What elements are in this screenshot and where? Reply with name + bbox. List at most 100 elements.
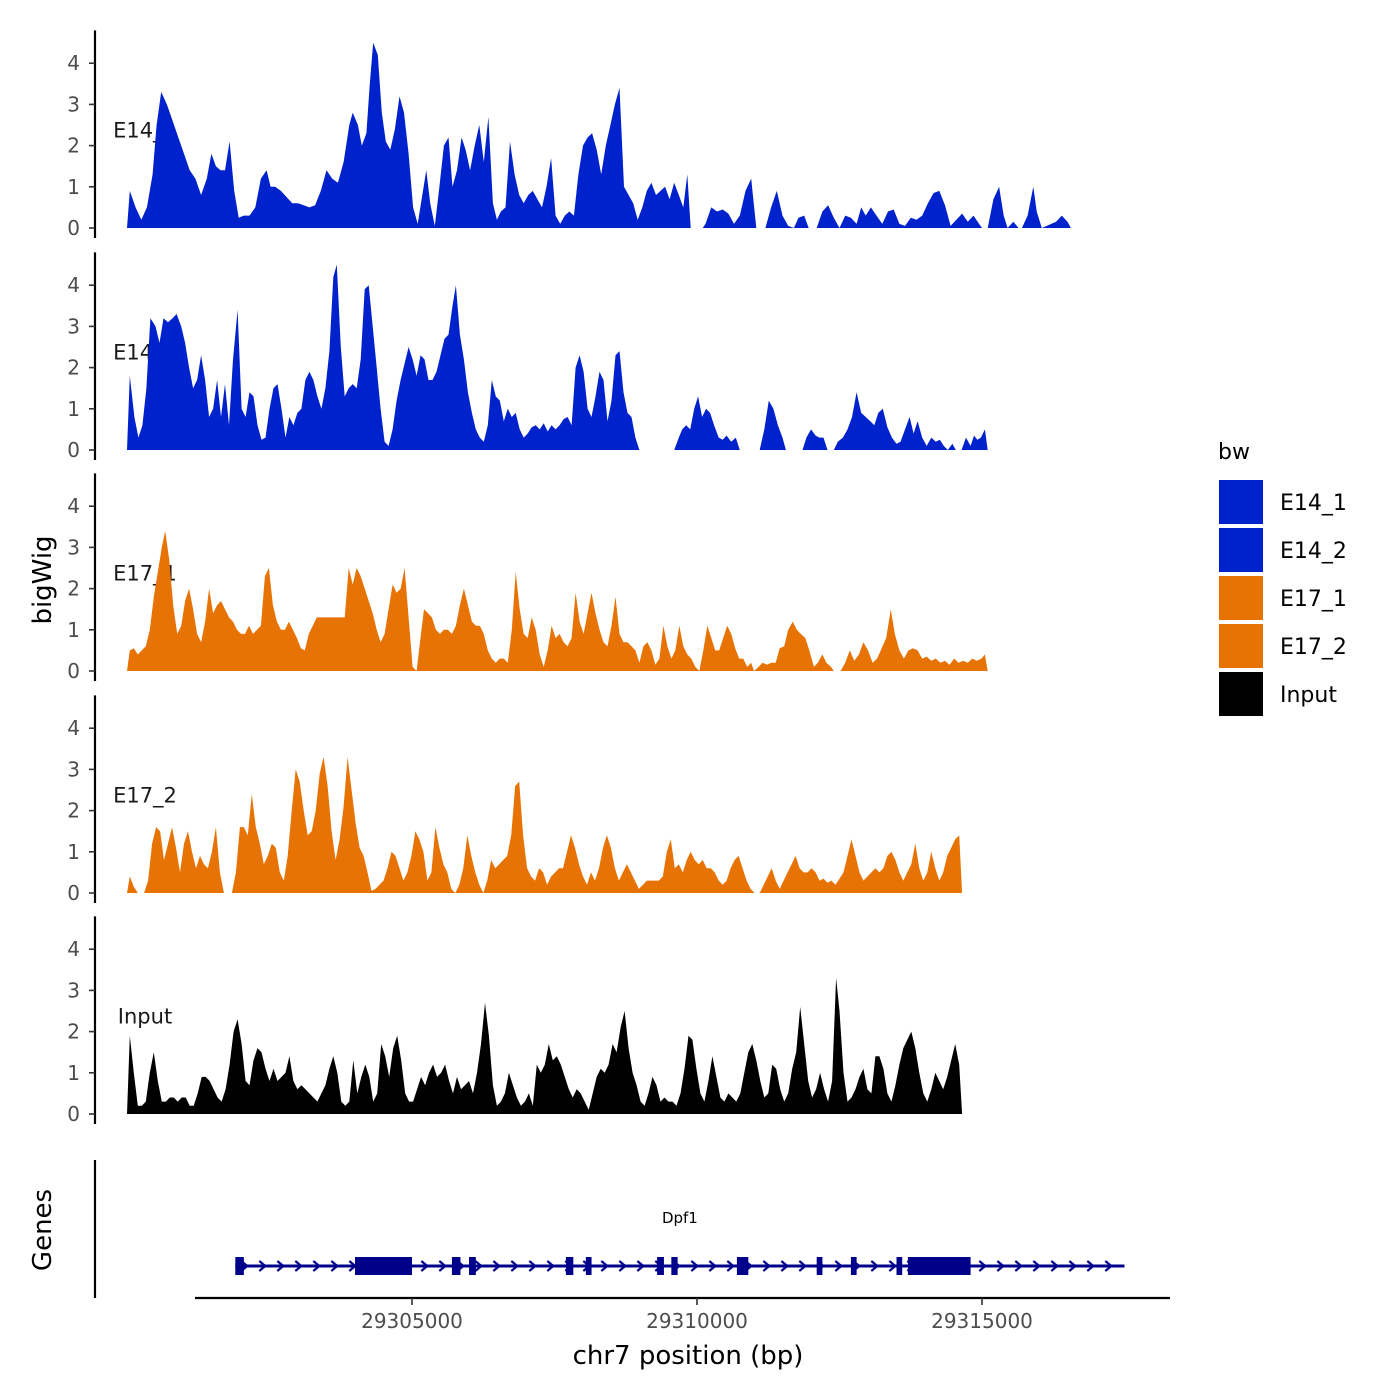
gene-exon (736, 1257, 749, 1275)
signal-area-input (127, 978, 963, 1114)
legend-swatch (1219, 480, 1263, 524)
legend: bw E14_1 E14_2 E17_1 E17_2 Input (1218, 440, 1347, 716)
track-label: Input (118, 1004, 172, 1028)
x-axis-title: chr7 position (bp) (573, 1341, 804, 1371)
signal-area-e14-1 (127, 42, 1071, 228)
signal-area-e17-1 (127, 530, 988, 671)
signal-area-e14-2 (127, 264, 988, 450)
track-label: E17_2 (113, 783, 177, 808)
gene-exon (896, 1257, 903, 1275)
legend-swatch (1219, 528, 1263, 572)
strand-chevron (258, 1260, 268, 1272)
y-tick-label: 1 (67, 1061, 80, 1085)
y-tick-label: 4 (67, 273, 80, 297)
strand-chevron (438, 1260, 448, 1272)
strand-chevron (978, 1260, 988, 1272)
y-tick-label: 1 (67, 175, 80, 199)
gene-exon (816, 1257, 823, 1275)
legend-label: Input (1280, 683, 1337, 708)
gene-exon (565, 1257, 574, 1275)
y-tick-label: 4 (67, 937, 80, 961)
strand-chevron (798, 1260, 808, 1272)
gene-exon (671, 1257, 678, 1275)
strand-chevron (420, 1260, 430, 1272)
legend-label: E17_1 (1280, 587, 1347, 612)
gene-exon (235, 1257, 244, 1275)
y-tick-label: 0 (67, 881, 80, 905)
strand-chevron (690, 1260, 700, 1272)
strand-chevron (996, 1260, 1006, 1272)
strand-chevron (1014, 1260, 1024, 1272)
strand-chevron (600, 1260, 610, 1272)
x-tick-label: 29315000 (931, 1309, 1033, 1333)
strand-chevron (1032, 1260, 1042, 1272)
strand-chevron (276, 1260, 286, 1272)
strand-chevron (708, 1260, 718, 1272)
y-tick-label: 1 (67, 840, 80, 864)
strand-chevron (888, 1260, 898, 1272)
y-tick-label: 1 (67, 397, 80, 421)
legend-item-e17-2: E17_2 (1219, 624, 1347, 668)
y-tick-label: 3 (67, 314, 80, 338)
strand-chevron (1050, 1260, 1060, 1272)
strand-chevron (1104, 1260, 1114, 1272)
y-tick-label: 3 (67, 92, 80, 116)
x-axis: 29305000 29310000 29315000 (195, 1296, 1170, 1333)
strand-chevron (618, 1260, 628, 1272)
y-tick-label: 2 (67, 134, 80, 158)
gene-exon (469, 1257, 476, 1275)
legend-label: E14_1 (1280, 491, 1347, 516)
gene-exon (657, 1257, 664, 1275)
gene-exon (585, 1257, 592, 1275)
signal-area-e17-2 (127, 757, 963, 893)
strand-chevron (780, 1260, 790, 1272)
legend-item-e14-1: E14_1 (1219, 480, 1347, 524)
track-input: 0 1 2 3 4 Input (67, 916, 963, 1126)
strand-chevron (294, 1260, 304, 1272)
y-tick-label: 1 (67, 618, 80, 642)
y-tick-label: 4 (67, 716, 80, 740)
y-tick-label: 2 (67, 799, 80, 823)
strand-chevron (834, 1260, 844, 1272)
y-tick-label: 3 (67, 535, 80, 559)
legend-label: E14_2 (1280, 539, 1347, 564)
strand-chevron (726, 1260, 736, 1272)
strand-chevron (330, 1260, 340, 1272)
track-e17-2: 0 1 2 3 4 E17_2 (67, 695, 963, 905)
legend-item-e14-2: E14_2 (1219, 528, 1347, 572)
strand-chevron (474, 1260, 484, 1272)
strand-chevron (312, 1260, 322, 1272)
legend-title: bw (1218, 440, 1250, 465)
legend-item-input: Input (1219, 672, 1337, 716)
y-tick-label: 4 (67, 494, 80, 518)
y-tick-label: 4 (67, 51, 80, 75)
gene-exon (907, 1257, 971, 1275)
gene-exon (355, 1257, 412, 1275)
y-tick-label: 0 (67, 1102, 80, 1126)
gene-exon (451, 1257, 461, 1275)
legend-label: E17_2 (1280, 635, 1347, 660)
y-tick-label: 0 (67, 216, 80, 240)
x-tick-label: 29310000 (646, 1309, 748, 1333)
strand-chevron (528, 1260, 538, 1272)
strand-chevron (636, 1260, 646, 1272)
gene-exon (850, 1257, 857, 1275)
strand-chevron (546, 1260, 556, 1272)
signal-tracks: 01234E14_101234E14_201234E17_101234E17_2… (67, 30, 1071, 1126)
legend-swatch (1219, 576, 1263, 620)
y-tick-label: 2 (67, 1020, 80, 1044)
y-tick-label: 0 (67, 659, 80, 683)
y-tick-label: 3 (67, 757, 80, 781)
strand-chevron (510, 1260, 520, 1272)
strand-chevron (1086, 1260, 1096, 1272)
y-tick-label: 0 (67, 438, 80, 462)
gene-name-label: Dpf1 (662, 1209, 698, 1227)
strand-chevron (492, 1260, 502, 1272)
legend-swatch (1219, 672, 1263, 716)
legend-swatch (1219, 624, 1263, 668)
y-tick-label: 3 (67, 978, 80, 1002)
